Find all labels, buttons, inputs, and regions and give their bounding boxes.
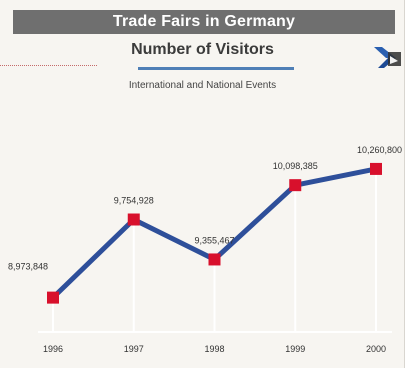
airplane-logo-icon xyxy=(374,47,401,68)
x-tick-label: 2000 xyxy=(366,344,386,354)
chart-title: Number of Visitors xyxy=(131,41,274,58)
x-tick-label: 1996 xyxy=(43,344,63,354)
dotted-divider xyxy=(0,65,97,66)
title-underline xyxy=(138,67,294,70)
data-point-marker xyxy=(370,162,382,175)
data-point-marker xyxy=(289,179,302,192)
x-tick-label: 1999 xyxy=(285,344,305,354)
data-label: 8,973,848 xyxy=(8,262,48,272)
data-label: 9,754,928 xyxy=(114,196,154,206)
chart-subtitle: International and National Events xyxy=(128,80,277,91)
data-point-marker xyxy=(208,253,221,266)
data-label: 10,098,385 xyxy=(273,161,318,171)
x-tick-label: 1998 xyxy=(204,344,224,354)
x-tick-label: 1997 xyxy=(124,344,144,354)
banner-title: Trade Fairs in Germany xyxy=(13,10,395,34)
data-label: 10,260,800 xyxy=(357,145,402,155)
data-point-marker xyxy=(47,291,59,304)
data-point-marker xyxy=(127,213,140,226)
data-label: 9,355,467 xyxy=(194,235,234,245)
